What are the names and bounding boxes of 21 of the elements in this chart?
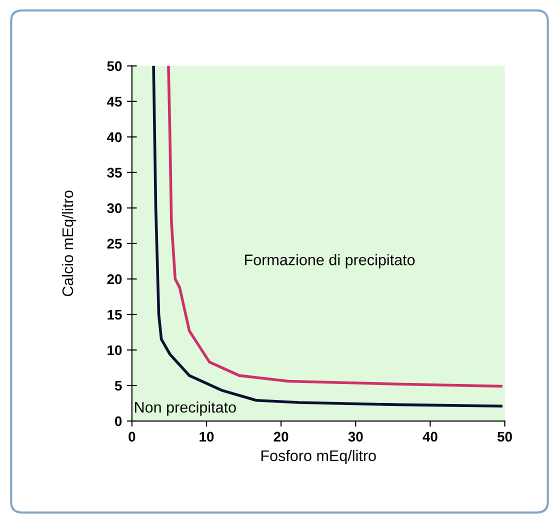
y-axis-title: Calcio mEq/litro xyxy=(62,190,76,296)
y-tick-label: 35 xyxy=(107,168,122,178)
x-tick-label: 10 xyxy=(200,432,214,442)
annotation: Non precipitato xyxy=(135,401,236,416)
y-tick-label: 25 xyxy=(107,238,122,249)
x-axis-title: Fosforo mEq/litro xyxy=(261,450,376,464)
y-tick-label: 0 xyxy=(115,416,122,426)
x-tick-label: 50 xyxy=(497,432,512,442)
y-tick-label: 20 xyxy=(107,274,122,284)
x-tick-label: 30 xyxy=(348,432,363,442)
x-tick-label: 20 xyxy=(274,432,288,442)
x-tick-label: 0 xyxy=(128,432,136,442)
y-tick-label: 45 xyxy=(106,96,122,107)
y-tick-label: 30 xyxy=(107,203,122,214)
annotation: Formazione di precipitato xyxy=(245,254,415,268)
y-tick-label: 10 xyxy=(108,345,122,356)
x-tick-label: 40 xyxy=(422,432,438,442)
y-tick-label: 15 xyxy=(108,310,122,320)
y-tick-label: 5 xyxy=(114,380,122,391)
y-tick-label: 40 xyxy=(106,132,122,142)
y-tick-label: 50 xyxy=(107,61,122,72)
